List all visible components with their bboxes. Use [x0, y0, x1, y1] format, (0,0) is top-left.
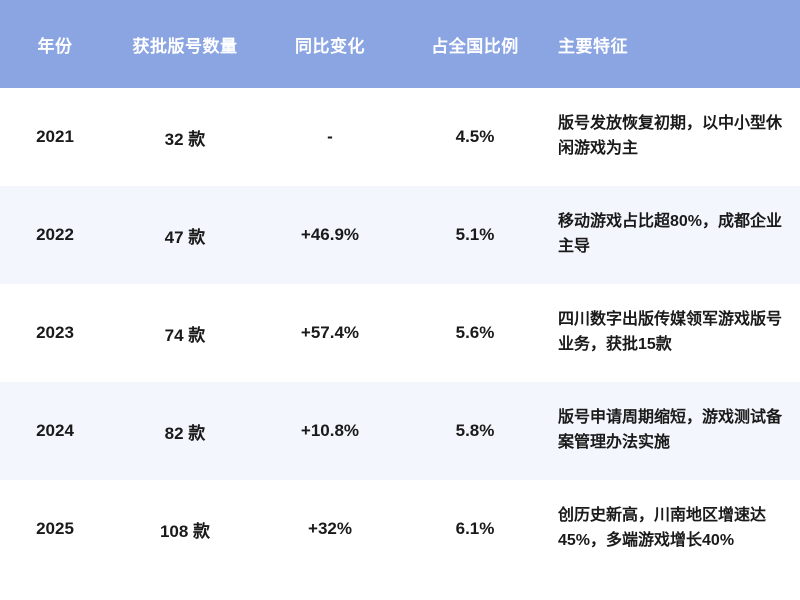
table-row: 2025 108 款 +32% 6.1% 创历史新高，川南地区增速达45%，多端…: [0, 480, 800, 578]
cell-count: 32 款: [164, 129, 206, 149]
table-header: 年份 获批版号数量 同比变化 占全国比例 主要特征: [0, 0, 800, 88]
license-approval-table: 年份 获批版号数量 同比变化 占全国比例 主要特征 2021 32 款 - 4.…: [0, 0, 800, 578]
cell-yoy: +46.9%: [300, 225, 360, 244]
cell-description: 版号申请周期缩短，游戏测试备案管理办法实施: [558, 409, 783, 451]
table-row: 2021 32 款 - 4.5% 版号发放恢复初期，以中小型休闲游戏为主: [0, 88, 800, 186]
cell-share: 5.6%: [455, 323, 495, 342]
cell-count: 82 款: [164, 423, 206, 443]
cell-count: 47 款: [164, 227, 206, 247]
cell-year: 2024: [36, 421, 74, 440]
cell-yoy: +32%: [308, 519, 352, 538]
cell-share: 6.1%: [455, 519, 495, 538]
column-header-desc: 主要特征: [558, 36, 628, 56]
cell-count: 74 款: [164, 325, 206, 345]
table-row: 2023 74 款 +57.4% 5.6% 四川数字出版传媒领军游戏版号业务，获…: [0, 284, 800, 382]
cell-description: 四川数字出版传媒领军游戏版号业务，获批15款: [558, 311, 783, 353]
cell-year: 2025: [36, 519, 74, 538]
table-row: 2024 82 款 +10.8% 5.8% 版号申请周期缩短，游戏测试备案管理办…: [0, 382, 800, 480]
column-header-yoy: 同比变化: [295, 36, 365, 56]
cell-yoy: +57.4%: [300, 323, 360, 342]
cell-year: 2022: [36, 225, 74, 244]
cell-share: 4.5%: [455, 127, 495, 146]
table-row: 2022 47 款 +46.9% 5.1% 移动游戏占比超80%，成都企业主导: [0, 186, 800, 284]
column-header-year: 年份: [37, 36, 73, 56]
cell-year: 2023: [36, 323, 74, 342]
cell-share: 5.1%: [455, 225, 495, 244]
column-header-count: 获批版号数量: [132, 36, 238, 56]
cell-year: 2021: [36, 127, 74, 146]
cell-share: 5.8%: [455, 421, 495, 440]
column-header-share: 占全国比例: [431, 36, 519, 56]
cell-description: 移动游戏占比超80%，成都企业主导: [558, 213, 783, 255]
cell-description: 创历史新高，川南地区增速达45%，多端游戏增长40%: [558, 507, 767, 549]
table-body: 2021 32 款 - 4.5% 版号发放恢复初期，以中小型休闲游戏为主 202…: [0, 88, 800, 578]
cell-count: 108 款: [159, 521, 211, 541]
table-header-row: 年份 获批版号数量 同比变化 占全国比例 主要特征: [0, 0, 800, 88]
cell-yoy: +10.8%: [300, 421, 360, 440]
cell-description: 版号发放恢复初期，以中小型休闲游戏为主: [558, 115, 783, 157]
cell-yoy: -: [327, 127, 333, 146]
